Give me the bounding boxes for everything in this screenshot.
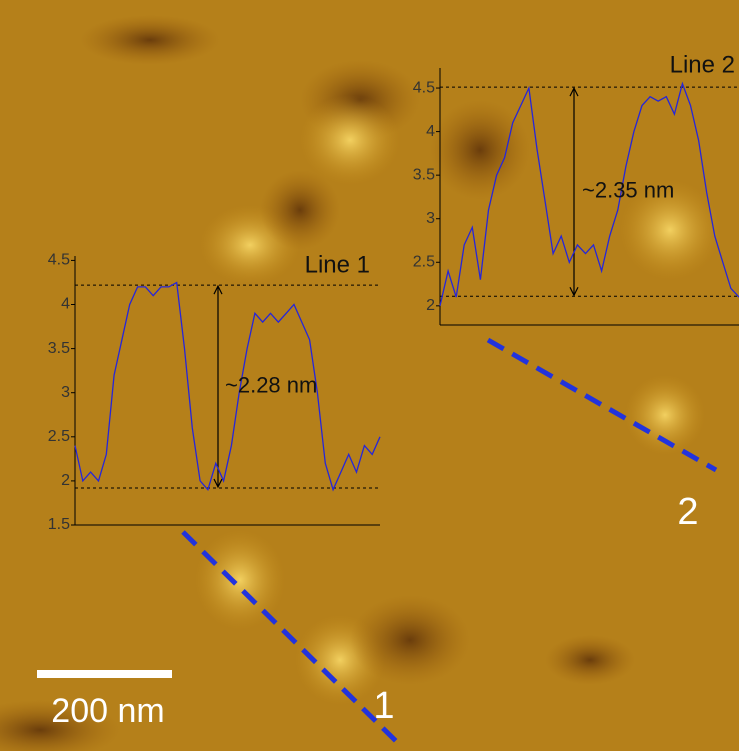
y-tick-label: 3.5 <box>48 340 70 357</box>
height-annotation: ~2.35 nm <box>582 178 674 203</box>
y-tick-label: 2 <box>426 297 435 314</box>
scale-bar <box>37 670 172 678</box>
scale-bar-label: 200 nm <box>51 692 164 730</box>
chart-title: Line 1 <box>305 251 370 278</box>
y-tick-label: 3 <box>61 384 70 401</box>
afm-figure: 200 nm 1 2 1.5 2 2.5 3 3.5 4 4.5 Line 1 ~2.28 nm… <box>0 0 739 751</box>
y-tick-label: 4 <box>426 123 435 140</box>
y-tick-label: 4.5 <box>413 79 435 96</box>
y-tick-label: 2 <box>61 472 70 489</box>
height-annotation: ~2.28 nm <box>225 372 317 397</box>
y-tick-label: 2.5 <box>48 428 70 445</box>
y-tick-label: 1.5 <box>48 516 70 533</box>
y-tick-label: 4 <box>61 296 70 313</box>
y-tick-label: 2.5 <box>413 253 435 270</box>
y-tick-label: 4.5 <box>48 252 70 269</box>
y-tick-label: 3 <box>426 210 435 227</box>
line-label: 2 <box>677 491 698 533</box>
y-tick-label: 3.5 <box>413 166 435 183</box>
chart-title: Line 2 <box>670 51 735 78</box>
line-label: 1 <box>373 685 394 727</box>
